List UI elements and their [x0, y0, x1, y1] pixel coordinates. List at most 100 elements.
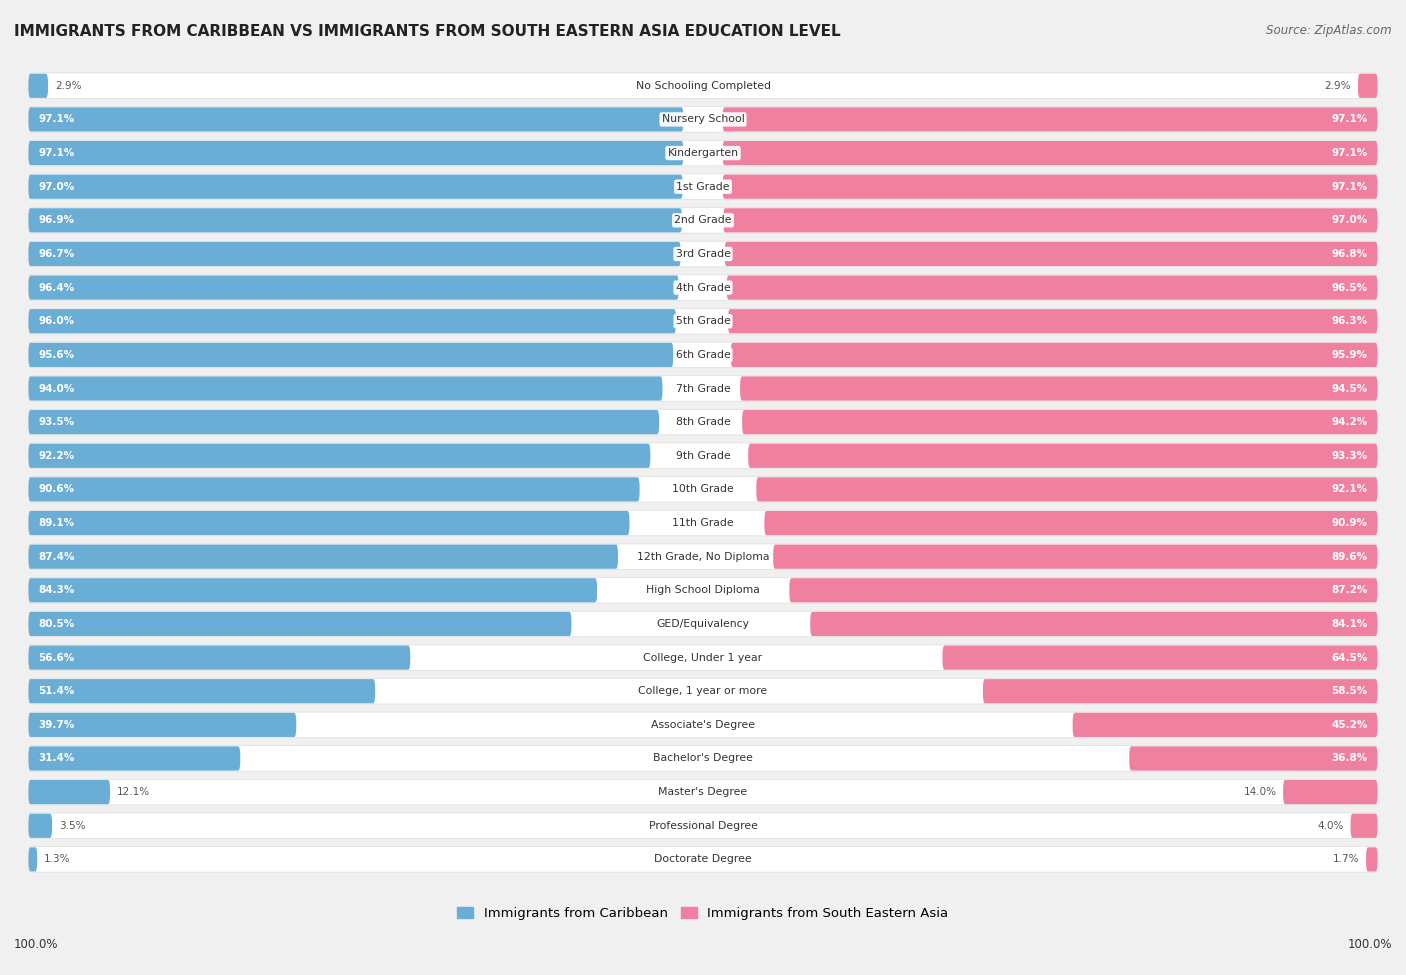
- Text: 96.5%: 96.5%: [1331, 283, 1368, 292]
- FancyBboxPatch shape: [723, 175, 1378, 199]
- Text: 3rd Grade: 3rd Grade: [675, 249, 731, 259]
- Legend: Immigrants from Caribbean, Immigrants from South Eastern Asia: Immigrants from Caribbean, Immigrants fr…: [453, 902, 953, 925]
- Text: 92.1%: 92.1%: [1331, 485, 1368, 494]
- Text: 56.6%: 56.6%: [38, 652, 75, 663]
- Text: 97.1%: 97.1%: [38, 114, 75, 125]
- FancyBboxPatch shape: [28, 477, 1378, 502]
- FancyBboxPatch shape: [28, 644, 1378, 671]
- FancyBboxPatch shape: [28, 712, 1378, 738]
- Text: 7th Grade: 7th Grade: [676, 383, 730, 394]
- Text: 100.0%: 100.0%: [14, 938, 59, 951]
- Text: 96.7%: 96.7%: [38, 249, 75, 259]
- Text: 51.4%: 51.4%: [38, 686, 75, 696]
- Text: High School Diploma: High School Diploma: [647, 585, 759, 596]
- FancyBboxPatch shape: [1351, 814, 1378, 838]
- FancyBboxPatch shape: [28, 410, 1378, 435]
- FancyBboxPatch shape: [28, 611, 1378, 637]
- Text: 93.5%: 93.5%: [38, 417, 75, 427]
- FancyBboxPatch shape: [756, 478, 1378, 501]
- Text: 87.4%: 87.4%: [38, 552, 75, 562]
- Text: 97.0%: 97.0%: [38, 181, 75, 192]
- Text: 97.1%: 97.1%: [38, 148, 75, 158]
- Text: No Schooling Completed: No Schooling Completed: [636, 81, 770, 91]
- Text: 4th Grade: 4th Grade: [676, 283, 730, 292]
- FancyBboxPatch shape: [748, 444, 1378, 468]
- Text: Master's Degree: Master's Degree: [658, 787, 748, 798]
- FancyBboxPatch shape: [742, 410, 1378, 434]
- FancyBboxPatch shape: [728, 309, 1378, 333]
- Text: 1st Grade: 1st Grade: [676, 181, 730, 192]
- FancyBboxPatch shape: [28, 545, 619, 568]
- Text: 1.3%: 1.3%: [44, 854, 70, 865]
- Text: 39.7%: 39.7%: [38, 720, 75, 730]
- FancyBboxPatch shape: [28, 74, 48, 98]
- FancyBboxPatch shape: [1284, 780, 1378, 804]
- Text: 96.4%: 96.4%: [38, 283, 75, 292]
- FancyBboxPatch shape: [28, 140, 1378, 166]
- FancyBboxPatch shape: [28, 375, 1378, 402]
- Text: 3.5%: 3.5%: [59, 821, 86, 831]
- FancyBboxPatch shape: [28, 342, 1378, 368]
- FancyBboxPatch shape: [1073, 713, 1378, 737]
- FancyBboxPatch shape: [983, 680, 1378, 703]
- Text: 1.7%: 1.7%: [1333, 854, 1360, 865]
- Text: 11th Grade: 11th Grade: [672, 518, 734, 528]
- Text: 89.1%: 89.1%: [38, 518, 75, 528]
- FancyBboxPatch shape: [28, 779, 1378, 805]
- Text: 5th Grade: 5th Grade: [676, 316, 730, 327]
- Text: IMMIGRANTS FROM CARIBBEAN VS IMMIGRANTS FROM SOUTH EASTERN ASIA EDUCATION LEVEL: IMMIGRANTS FROM CARIBBEAN VS IMMIGRANTS …: [14, 24, 841, 39]
- FancyBboxPatch shape: [28, 679, 1378, 704]
- Text: 14.0%: 14.0%: [1243, 787, 1277, 798]
- Text: College, Under 1 year: College, Under 1 year: [644, 652, 762, 663]
- FancyBboxPatch shape: [28, 578, 598, 603]
- FancyBboxPatch shape: [1367, 847, 1378, 872]
- Text: 94.5%: 94.5%: [1331, 383, 1368, 394]
- FancyBboxPatch shape: [28, 511, 630, 535]
- Text: Source: ZipAtlas.com: Source: ZipAtlas.com: [1267, 24, 1392, 37]
- Text: College, 1 year or more: College, 1 year or more: [638, 686, 768, 696]
- Text: 94.0%: 94.0%: [38, 383, 75, 394]
- FancyBboxPatch shape: [28, 175, 683, 199]
- FancyBboxPatch shape: [28, 478, 640, 501]
- Text: 2nd Grade: 2nd Grade: [675, 215, 731, 225]
- Text: 9th Grade: 9th Grade: [676, 450, 730, 461]
- Text: 97.1%: 97.1%: [1331, 114, 1368, 125]
- Text: 58.5%: 58.5%: [1331, 686, 1368, 696]
- FancyBboxPatch shape: [28, 612, 571, 636]
- Text: 12.1%: 12.1%: [117, 787, 150, 798]
- Text: 95.9%: 95.9%: [1331, 350, 1368, 360]
- FancyBboxPatch shape: [28, 645, 411, 670]
- Text: GED/Equivalency: GED/Equivalency: [657, 619, 749, 629]
- Text: Doctorate Degree: Doctorate Degree: [654, 854, 752, 865]
- Text: 84.1%: 84.1%: [1331, 619, 1368, 629]
- FancyBboxPatch shape: [28, 746, 1378, 771]
- Text: 2.9%: 2.9%: [1324, 81, 1351, 91]
- Text: Bachelor's Degree: Bachelor's Degree: [652, 754, 754, 763]
- FancyBboxPatch shape: [773, 545, 1378, 568]
- FancyBboxPatch shape: [789, 578, 1378, 603]
- FancyBboxPatch shape: [727, 276, 1378, 299]
- Text: 36.8%: 36.8%: [1331, 754, 1368, 763]
- FancyBboxPatch shape: [28, 174, 1378, 200]
- FancyBboxPatch shape: [28, 208, 1378, 233]
- Text: Professional Degree: Professional Degree: [648, 821, 758, 831]
- Text: 10th Grade: 10th Grade: [672, 485, 734, 494]
- FancyBboxPatch shape: [28, 747, 240, 770]
- FancyBboxPatch shape: [724, 242, 1378, 266]
- Text: 87.2%: 87.2%: [1331, 585, 1368, 596]
- Text: 96.9%: 96.9%: [38, 215, 75, 225]
- FancyBboxPatch shape: [28, 343, 673, 367]
- FancyBboxPatch shape: [28, 713, 297, 737]
- FancyBboxPatch shape: [28, 73, 1378, 98]
- Text: 89.6%: 89.6%: [1331, 552, 1368, 562]
- FancyBboxPatch shape: [28, 680, 375, 703]
- FancyBboxPatch shape: [810, 612, 1378, 636]
- Text: 80.5%: 80.5%: [38, 619, 75, 629]
- FancyBboxPatch shape: [28, 444, 651, 468]
- FancyBboxPatch shape: [740, 376, 1378, 401]
- Text: 92.2%: 92.2%: [38, 450, 75, 461]
- FancyBboxPatch shape: [28, 241, 1378, 267]
- FancyBboxPatch shape: [28, 309, 676, 333]
- Text: 45.2%: 45.2%: [1331, 720, 1368, 730]
- FancyBboxPatch shape: [28, 209, 682, 232]
